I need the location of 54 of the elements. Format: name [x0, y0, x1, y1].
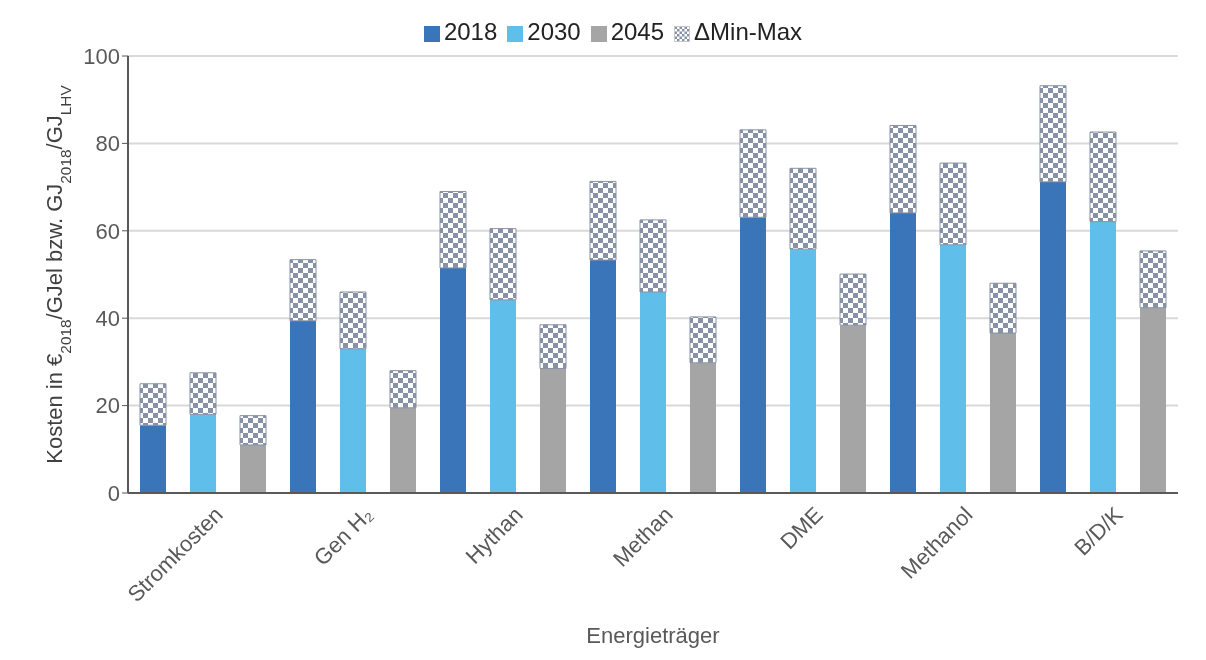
bar — [190, 414, 216, 493]
bar — [340, 348, 366, 493]
bar — [1090, 221, 1116, 493]
bar — [789, 167, 817, 250]
bar — [1039, 85, 1067, 183]
bar — [889, 124, 917, 214]
x-axis-title: Energieträger — [586, 623, 720, 648]
legend-label: 2030 — [527, 18, 581, 45]
bar — [290, 320, 316, 493]
bar — [1089, 131, 1117, 223]
bar — [289, 259, 317, 322]
bar — [840, 325, 866, 493]
y-tick-label: 100 — [83, 43, 120, 69]
bar — [740, 217, 766, 493]
bar — [640, 291, 666, 493]
bar — [589, 180, 617, 261]
bar — [490, 299, 516, 493]
bar — [790, 249, 816, 493]
bar — [540, 368, 566, 493]
y-tick-label: 0 — [107, 480, 120, 506]
bar — [739, 129, 767, 218]
bar — [140, 425, 166, 493]
bar — [389, 370, 417, 409]
bar — [989, 282, 1017, 334]
bar — [1139, 250, 1167, 309]
legend-label: 2045 — [610, 18, 665, 45]
bar — [139, 383, 167, 426]
bar — [440, 267, 466, 493]
bar — [1040, 181, 1066, 493]
x-tick-label: Gen H₂ — [308, 501, 378, 571]
bar — [339, 291, 367, 350]
bar — [839, 273, 867, 326]
bar — [990, 333, 1016, 493]
bar — [890, 212, 916, 493]
bar — [390, 407, 416, 493]
bar — [489, 228, 517, 301]
bar — [940, 244, 966, 493]
bar — [189, 372, 217, 415]
y-tick-label: 20 — [95, 393, 120, 419]
bar — [689, 316, 717, 364]
y-tick-label: 60 — [95, 218, 120, 244]
bar — [639, 219, 667, 293]
bar — [690, 362, 716, 493]
bar — [1140, 307, 1166, 493]
legend-label: ΔMin-Max — [694, 18, 803, 45]
y-tick-label: 40 — [95, 306, 120, 332]
bar — [590, 260, 616, 493]
legend-label: 2018 — [443, 18, 498, 45]
bar — [939, 162, 967, 246]
bar — [439, 190, 467, 269]
bar — [240, 444, 266, 493]
y-tick-label: 80 — [95, 131, 120, 157]
bar — [239, 415, 267, 446]
bar — [539, 324, 567, 369]
